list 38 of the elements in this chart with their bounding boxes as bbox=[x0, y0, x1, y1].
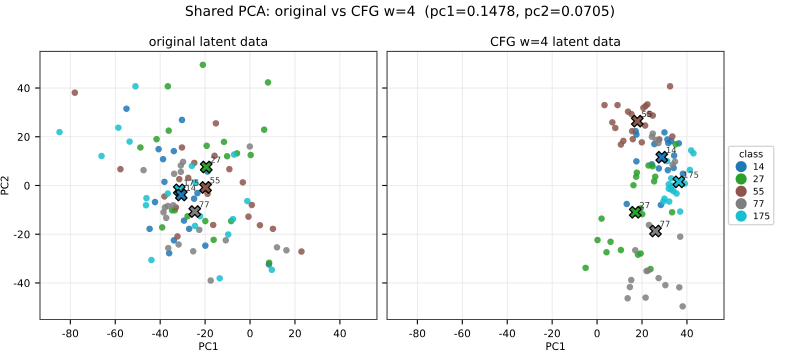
chart-title: original latent data bbox=[149, 36, 268, 49]
y-axis-title: PC2 bbox=[0, 176, 8, 195]
annotation: 77 bbox=[660, 220, 670, 227]
x-tick-label: 0 bbox=[594, 329, 600, 338]
x-tick-label: 20 bbox=[289, 329, 301, 338]
annotation: 14 bbox=[186, 184, 196, 191]
x-axis-title: PC1 bbox=[546, 342, 565, 350]
y-tick-label: -20 bbox=[14, 230, 30, 238]
y-tick-label: 20 bbox=[18, 132, 30, 141]
x-tick-label: 20 bbox=[636, 329, 648, 338]
annotation: 27 bbox=[640, 202, 650, 208]
x-axis-title: PC1 bbox=[199, 342, 218, 350]
x-tick-label: -60 bbox=[454, 329, 470, 338]
text: Shared PCA: original vs CFG w=4 (pc1=0.1478, pc2=0.0705) bbox=[186, 5, 614, 19]
legend-label: 175 bbox=[754, 212, 770, 220]
legend-label: 14 bbox=[754, 163, 764, 170]
y-tick-label: -40 bbox=[14, 279, 30, 288]
x-tick-label: -40 bbox=[499, 329, 516, 338]
annotation: 14 bbox=[666, 146, 676, 154]
y-tick-label: 40 bbox=[18, 84, 30, 92]
annotation: 77 bbox=[200, 201, 209, 208]
x-tick-label: -40 bbox=[152, 329, 168, 338]
x-tick-label: 0 bbox=[247, 329, 253, 338]
legend-title: class bbox=[740, 150, 763, 158]
x-tick-label: -80 bbox=[409, 329, 426, 338]
chart-title: CFG w=4 latent data bbox=[490, 36, 620, 46]
legend-label: 55 bbox=[754, 188, 764, 195]
annotation: 27 bbox=[211, 156, 220, 163]
annotation: 55 bbox=[210, 177, 220, 184]
x-tick-label: -20 bbox=[544, 329, 560, 338]
legend-label: 77 bbox=[754, 200, 764, 207]
x-tick-label: -80 bbox=[62, 329, 78, 338]
y-tick-label: 0 bbox=[24, 182, 30, 190]
x-tick-label: 40 bbox=[680, 329, 693, 338]
legend-label: 27 bbox=[754, 175, 764, 182]
x-tick-label: 40 bbox=[334, 329, 346, 338]
x-tick-label: -60 bbox=[107, 329, 124, 338]
x-tick-label: -20 bbox=[197, 329, 213, 338]
